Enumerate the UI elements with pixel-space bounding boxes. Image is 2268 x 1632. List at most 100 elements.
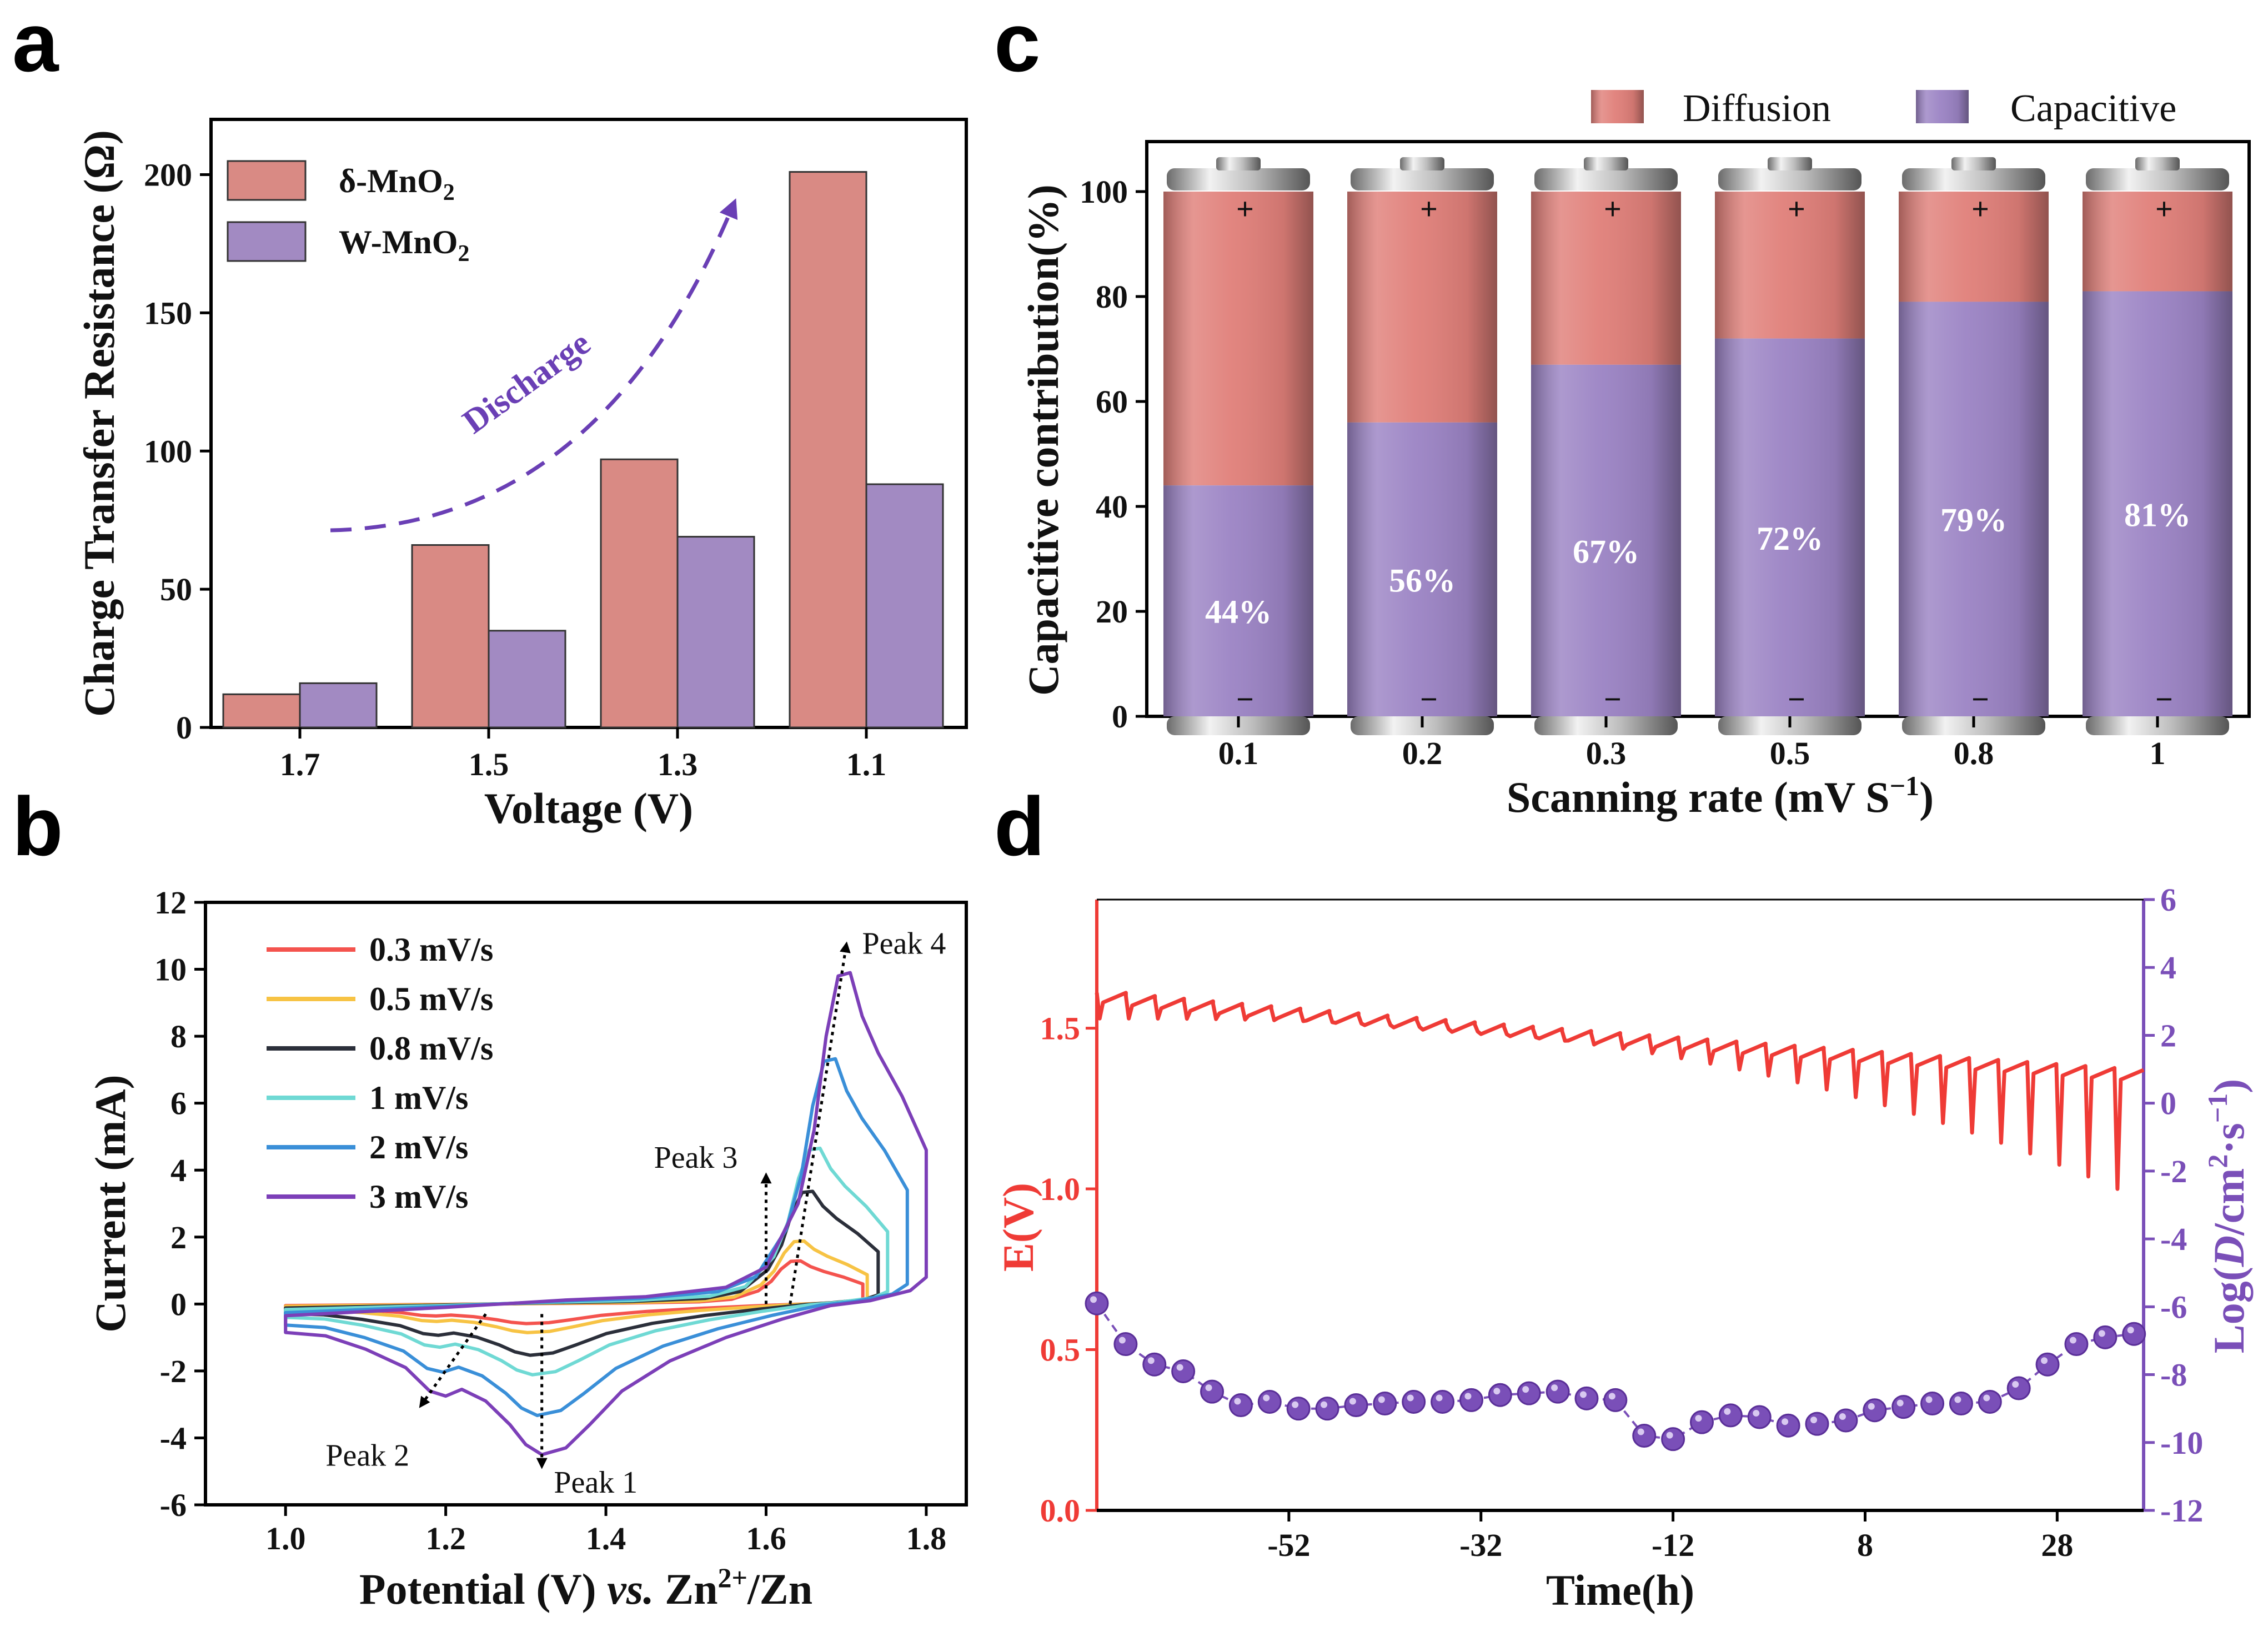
log-d-point [1113,1332,1138,1357]
log-d-point [1517,1381,1541,1405]
x-tick-label: 8 [1857,1527,1873,1563]
peak-2-guide [419,1313,487,1408]
cv-curve [284,971,928,1457]
log-d-point-highlight [2012,1381,2019,1388]
battery-top-cap [2086,168,2229,190]
x-axis-title: Time(h) [1546,1566,1694,1614]
y-left-axis-title: E(V) [994,1183,1042,1272]
log-d-point-highlight [1292,1401,1299,1408]
legend-label-diffusion: Diffusion [1683,87,1831,130]
log-d-point [1402,1389,1426,1414]
battery-minus-sign: − [2155,682,2173,717]
battery-top-cap [1167,168,1310,190]
x-axis-title-superscript: 2+ [718,1562,748,1593]
y-tick-label: 0 [176,710,192,746]
log-d-point [1805,1412,1829,1436]
y-right-axis-title: Log(D/cm2·s−1) [2202,1079,2253,1353]
capacitive-percent-label: 81% [2124,496,2191,533]
log-d-point-highlight [1839,1413,1846,1420]
y-right-tick-label: -4 [2160,1221,2187,1257]
y-tick-label: 100 [144,433,192,469]
y-right-title-close: ) [2205,1079,2253,1093]
x-tick-label: -12 [1652,1527,1694,1563]
legend-label-subscript: 2 [443,180,455,205]
y-tick-label: 12 [154,885,187,921]
bar-w-mno2 [299,682,378,729]
discharge-arrow [330,198,738,533]
log-d-point-highlight [1263,1394,1270,1402]
legend-label: δ-MnO2 [339,163,455,205]
y-left-tick-label: 0.0 [1040,1493,1081,1529]
log-d-point [1315,1397,1339,1421]
y-right-tick-label: 0 [2160,1086,2176,1122]
bar-delta-mno2 [411,544,490,729]
battery-terminal [1216,157,1261,170]
log-d-point [1085,1291,1109,1315]
battery-terminal [2135,157,2180,170]
x-tick-label: 1.8 [906,1520,947,1556]
battery-top-cap [1902,168,2045,190]
y-right-tick-label: -10 [2160,1425,2203,1461]
battery-terminal [1400,157,1444,170]
log-d-point-highlight [1205,1384,1212,1392]
legend-label: 0.3 mV/s [369,931,493,968]
log-d-point-highlight [2098,1330,2105,1337]
y-tick-label: 80 [1096,279,1128,315]
battery: + − 81% [2083,157,2232,735]
y-right-title-log: Log( [2205,1267,2253,1353]
log-d-point-highlight [1234,1398,1241,1405]
log-d-point-highlight [1983,1394,1990,1402]
battery-shading [2083,192,2232,716]
x-tick-label: 0.5 [1770,735,1810,771]
battery-top-cap [1351,168,1494,190]
legend-swatch [227,160,307,201]
battery-minus-sign: − [1420,682,1438,717]
log-d-point-highlight [1176,1364,1183,1371]
x-axis-title-zn: Zn [654,1565,718,1613]
battery-plus-sign: + [1788,192,1805,227]
battery-shading [1899,192,2049,716]
legend-label-subscript: 2 [458,241,469,267]
battery: + − 72% [1715,157,1865,735]
log-d-point [1459,1388,1483,1412]
y-tick-label: 200 [144,157,192,193]
legend-label-main: W-MnO [339,224,458,260]
log-d-point [1891,1395,1916,1419]
x-tick-label: 1.2 [425,1520,466,1556]
y-tick-label: 40 [1096,489,1128,525]
x-tick-label: 28 [2041,1527,2073,1563]
legend-label: 1 mV/s [369,1079,468,1116]
x-axis-title-superscript: −1 [1890,770,1920,801]
y-right-tick-label: -2 [2160,1153,2187,1189]
legend-label: 0.8 mV/s [369,1030,493,1067]
y-right-tick-label: -6 [2160,1289,2187,1325]
log-d-point-highlight [1436,1394,1443,1402]
log-d-point [1661,1427,1685,1452]
legend-label-main: δ-MnO [339,163,443,199]
legend-label: 3 mV/s [369,1178,468,1215]
y-right-title-sup: 2 [2202,1154,2233,1168]
log-d-point [1863,1398,1887,1423]
battery-terminal [1584,157,1628,170]
log-d-point-highlight [2127,1327,2134,1334]
log-d-point-highlight [1925,1396,1933,1403]
capacitive-percent-label: 79% [1940,502,2007,539]
log-d-point [1200,1379,1225,1404]
peak-2-label: Peak 2 [325,1439,409,1473]
log-d-point-highlight [1551,1384,1558,1392]
log-d-point [1949,1392,1973,1415]
y-right-title-d: D [2205,1236,2253,1267]
log-d-point-highlight [1666,1432,1673,1439]
y-tick-label: 60 [1096,384,1128,420]
x-tick-label: 0.2 [1402,735,1443,771]
battery-shading [1715,192,1865,716]
legend-swatch [227,221,307,262]
discharge-annotation: Discharge [456,324,597,441]
x-axis-title-vs: vs. [607,1565,654,1613]
log-d-point [1834,1408,1858,1433]
battery: + − 44% [1163,157,1313,735]
log-d-point [2093,1325,2118,1349]
bar-w-mno2 [488,630,566,729]
x-tick-label: 0.3 [1586,735,1627,771]
